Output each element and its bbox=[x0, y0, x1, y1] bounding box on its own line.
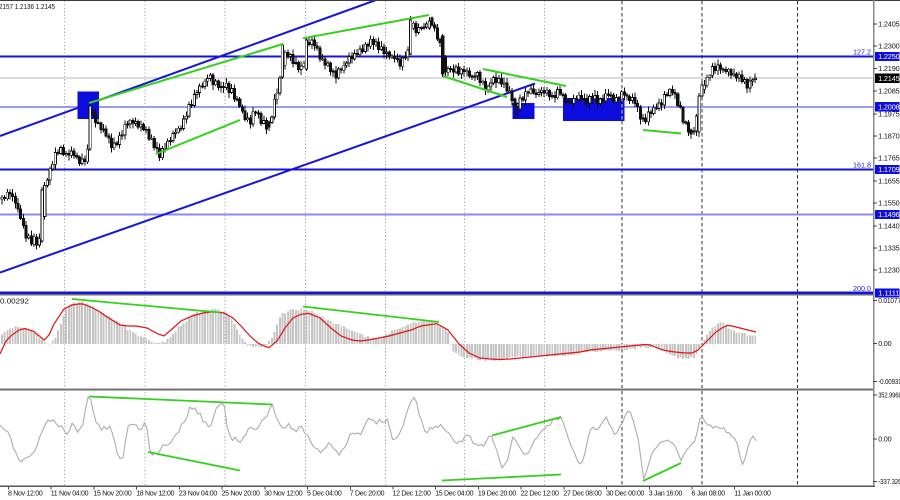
svg-text:1.2250: 1.2250 bbox=[878, 52, 899, 61]
svg-text:1.1496: 1.1496 bbox=[878, 210, 899, 219]
svg-text:1.1550: 1.1550 bbox=[878, 199, 899, 208]
svg-text:1.1709: 1.1709 bbox=[878, 165, 899, 174]
svg-text:6 Jan 08:00: 6 Jan 08:00 bbox=[692, 490, 726, 497]
svg-text:23 Nov 04:00: 23 Nov 04:00 bbox=[179, 490, 217, 497]
svg-text:1.1440: 1.1440 bbox=[878, 222, 899, 231]
svg-text:1.2085: 1.2085 bbox=[878, 87, 899, 96]
svg-text:1.2300: 1.2300 bbox=[878, 42, 899, 51]
svg-text:11 Nov 04:00: 11 Nov 04:00 bbox=[51, 490, 89, 497]
svg-text:1.1765: 1.1765 bbox=[878, 154, 899, 163]
svg-text:1.1975: 1.1975 bbox=[878, 110, 899, 119]
svg-text:161.8: 161.8 bbox=[853, 161, 871, 170]
svg-text:3 Jan 16:00: 3 Jan 16:00 bbox=[649, 490, 683, 497]
svg-text:0.00292: 0.00292 bbox=[0, 297, 29, 306]
svg-text:7 Dec 20:00: 7 Dec 20:00 bbox=[350, 490, 385, 497]
svg-text:30 Dec 00:00: 30 Dec 00:00 bbox=[606, 490, 644, 497]
svg-text:1.2190: 1.2190 bbox=[878, 64, 899, 73]
svg-text:0.00: 0.00 bbox=[878, 435, 891, 444]
svg-text:1.1230: 1.1230 bbox=[878, 266, 899, 275]
svg-text:1.1655: 1.1655 bbox=[878, 177, 899, 186]
svg-text:18 Nov 12:00: 18 Nov 12:00 bbox=[136, 490, 174, 497]
svg-text:15 Nov 20:00: 15 Nov 20:00 bbox=[93, 490, 131, 497]
svg-text:12 Dec 12:00: 12 Dec 12:00 bbox=[393, 490, 431, 497]
svg-text:0.01077: 0.01077 bbox=[878, 296, 900, 305]
svg-text:5 Dec 04:00: 5 Dec 04:00 bbox=[307, 490, 342, 497]
svg-text:27 Dec 08:00: 27 Dec 08:00 bbox=[563, 490, 601, 497]
svg-text:2157 1.2136 1.2145: 2157 1.2136 1.2145 bbox=[0, 4, 55, 11]
svg-text:11 Jan 00:00: 11 Jan 00:00 bbox=[734, 490, 771, 497]
svg-text:1.1335: 1.1335 bbox=[878, 244, 899, 253]
svg-text:-337.326: -337.326 bbox=[878, 477, 900, 486]
svg-text:1.1111: 1.1111 bbox=[878, 289, 900, 298]
svg-text:25 Nov 20:00: 25 Nov 20:00 bbox=[222, 490, 260, 497]
svg-text:1.2008: 1.2008 bbox=[878, 103, 899, 112]
svg-text:-0.00931: -0.00931 bbox=[878, 377, 900, 386]
svg-text:352.9968: 352.9968 bbox=[878, 391, 900, 400]
svg-text:15 Dec 04:00: 15 Dec 04:00 bbox=[435, 490, 473, 497]
svg-text:8 Nov 12:00: 8 Nov 12:00 bbox=[8, 490, 43, 497]
svg-text:30 Nov 12:00: 30 Nov 12:00 bbox=[264, 490, 302, 497]
svg-text:1.2145: 1.2145 bbox=[878, 74, 899, 83]
svg-text:1.2405: 1.2405 bbox=[878, 20, 899, 29]
svg-text:22 Dec 12:00: 22 Dec 12:00 bbox=[521, 490, 559, 497]
svg-text:0.00: 0.00 bbox=[878, 339, 891, 348]
svg-text:1.1870: 1.1870 bbox=[878, 132, 899, 141]
svg-text:19 Dec 20:00: 19 Dec 20:00 bbox=[478, 490, 516, 497]
svg-text:127.2: 127.2 bbox=[853, 48, 871, 57]
svg-text:200.0: 200.0 bbox=[853, 284, 871, 293]
